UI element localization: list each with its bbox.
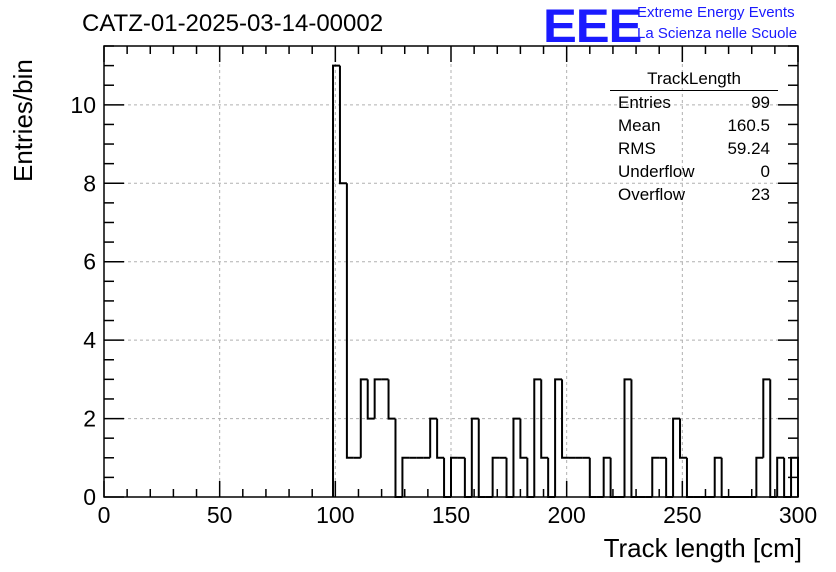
- y-tick-label: 6: [83, 249, 96, 275]
- histogram-bin: [436, 418, 445, 459]
- tick-labels: 0 50 100 150 200 250 300 0 2 4 6 8 10: [70, 92, 817, 528]
- histogram-bin: [526, 457, 535, 498]
- histogram-bin: [387, 379, 396, 420]
- plot-title: CATZ-01-2025-03-14-00002: [82, 10, 384, 37]
- x-tick-label: 200: [547, 502, 585, 528]
- histogram-bin: [512, 417, 521, 497]
- stats-value: 23: [751, 185, 770, 204]
- y-tick-label: 4: [83, 327, 96, 353]
- histogram-bin: [470, 417, 479, 497]
- stats-label: Entries: [618, 93, 671, 112]
- histogram-bin: [602, 456, 611, 497]
- stats-value: 160.5: [727, 116, 770, 135]
- histogram-bin: [491, 456, 500, 497]
- histogram-bin: [755, 456, 764, 497]
- histogram-bin: [672, 417, 681, 497]
- histogram-bin: [505, 457, 514, 498]
- stats-value: 99: [751, 93, 770, 112]
- histogram-bin: [588, 457, 597, 498]
- histogram-bin: [477, 418, 486, 498]
- histogram-bin: [561, 379, 569, 459]
- x-tick-label: 50: [207, 502, 233, 528]
- y-tick-label: 0: [83, 484, 96, 510]
- stats-value: 59.24: [727, 139, 770, 158]
- stats-row-underflow: Underflow 0: [610, 160, 778, 183]
- histogram-bin: [713, 456, 722, 497]
- stats-row-mean: Mean 160.5: [610, 114, 778, 137]
- axis-ticks: [103, 45, 799, 498]
- histogram-bin: [769, 379, 778, 498]
- stats-label: RMS: [618, 139, 656, 158]
- x-tick-label: 150: [432, 502, 470, 528]
- eee-logo-line2: La Scienza nelle Scuole: [637, 25, 798, 42]
- grid-lines: [104, 46, 798, 497]
- histogram-bin: [394, 418, 403, 498]
- histogram-bin: [540, 379, 549, 459]
- histogram-bin: [463, 457, 472, 498]
- histogram-bin: [623, 378, 632, 497]
- histogram-bin: [359, 378, 368, 458]
- histogram-bin: [679, 418, 687, 459]
- histogram-bin: [533, 378, 542, 497]
- histogram-bin: [609, 457, 618, 498]
- histogram-bin: [547, 457, 556, 498]
- histogram-bin: [630, 379, 639, 498]
- x-tick-label: 250: [663, 502, 701, 528]
- x-tick-label: 300: [779, 502, 817, 528]
- stats-label: Underflow: [618, 162, 695, 181]
- histogram-bin: [651, 456, 660, 497]
- y-tick-label: 10: [70, 92, 96, 118]
- stats-box: TrackLength Entries 99 Mean 160.5 RMS 59…: [610, 67, 778, 206]
- histogram-bin: [519, 418, 528, 459]
- eee-logo: EEE: [543, 0, 642, 52]
- histogram-bin: [401, 456, 410, 497]
- stats-row-overflow: Overflow 23: [610, 183, 778, 206]
- histogram-bin: [554, 378, 563, 497]
- stats-row-entries: Entries 99: [610, 91, 778, 114]
- x-tick-label: 0: [98, 502, 111, 528]
- stats-title: TrackLength: [610, 67, 778, 91]
- histogram-bin: [345, 183, 354, 459]
- x-tick-label: 100: [316, 502, 354, 528]
- stats-row-rms: RMS 59.24: [610, 137, 778, 160]
- histogram-bin: [665, 457, 674, 498]
- histogram-bin: [762, 378, 771, 458]
- histogram-bin: [685, 457, 694, 498]
- stats-label: Mean: [618, 116, 661, 135]
- y-tick-label: 8: [83, 170, 96, 196]
- x-axis-label: Track length [cm]: [603, 533, 802, 563]
- histogram-bin: [373, 378, 382, 419]
- histogram-bin: [429, 417, 438, 458]
- stats-value: 0: [760, 162, 770, 181]
- histogram-bin: [332, 64, 340, 497]
- histogram-bin: [776, 456, 785, 497]
- histogram-bin: [720, 457, 729, 498]
- histogram-bin: [443, 457, 451, 498]
- histogram-bin: [366, 379, 375, 420]
- histogram-bin: [450, 456, 458, 497]
- eee-logo-line1: Extreme Energy Events: [637, 4, 795, 21]
- y-tick-label: 2: [83, 406, 96, 432]
- histogram-bin: [338, 65, 347, 185]
- stats-label: Overflow: [618, 185, 686, 204]
- y-axis-label: Entries/bin: [8, 59, 38, 182]
